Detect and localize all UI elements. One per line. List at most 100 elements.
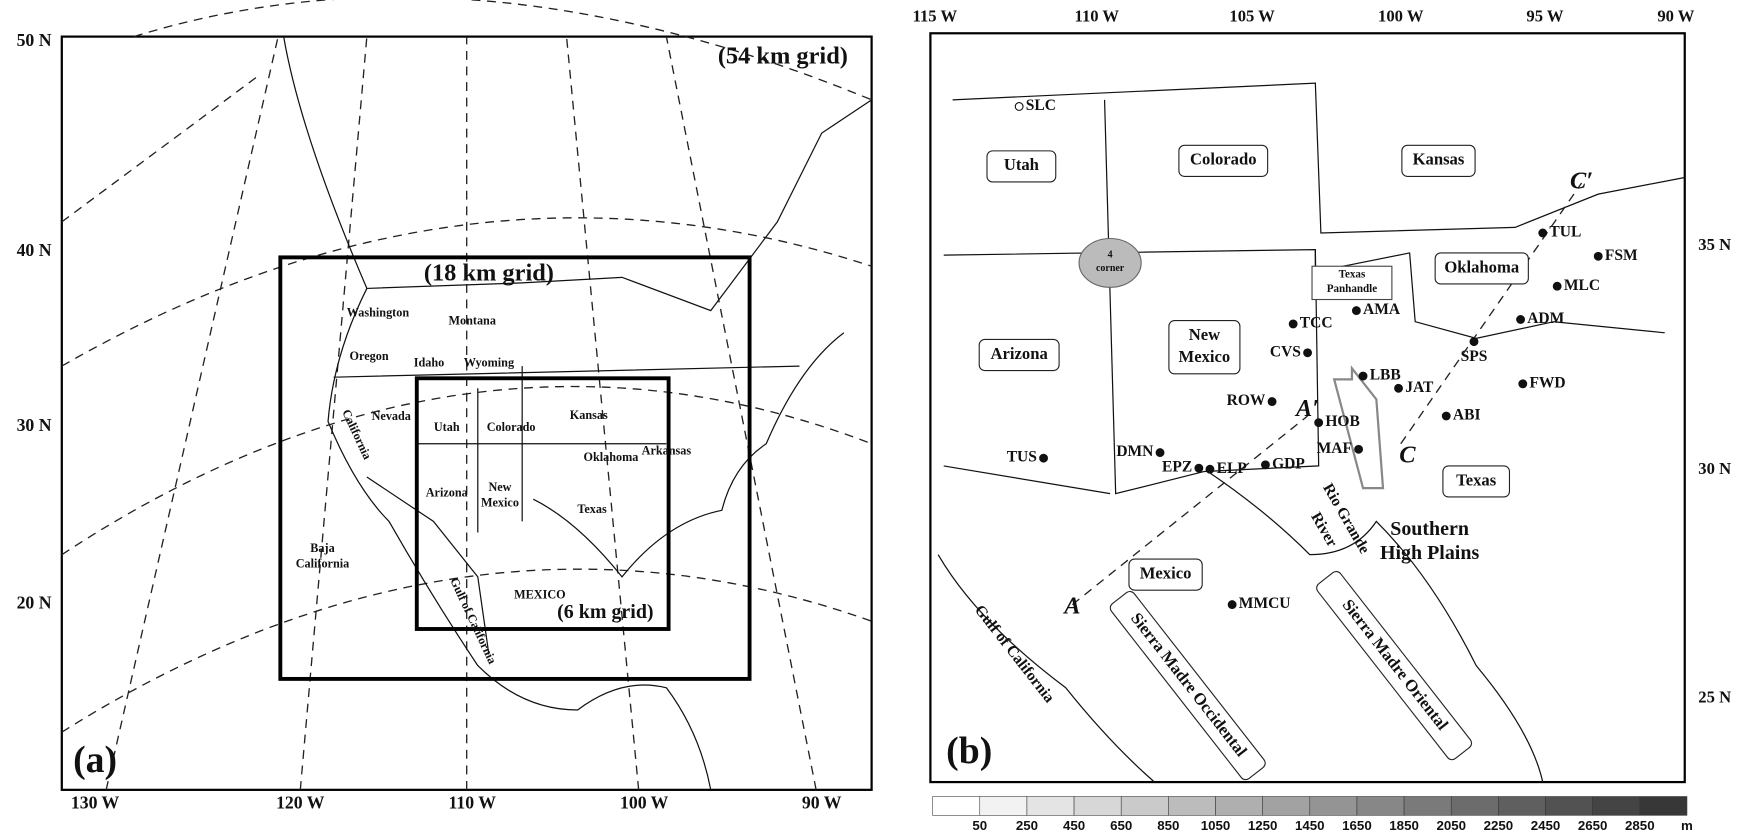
station-label: MAF	[1317, 440, 1352, 457]
station-label: FWD	[1529, 374, 1565, 391]
state-label: Utah	[1004, 155, 1039, 174]
colorbar-tick: 2050	[1436, 818, 1466, 832]
station-dot	[1552, 281, 1562, 291]
station-dot	[1267, 397, 1277, 407]
lon-label: 110 W	[449, 792, 497, 812]
colorbar-swatch	[1073, 796, 1122, 816]
colorbar-swatch	[1403, 796, 1452, 816]
place-label: New	[488, 480, 511, 494]
station-dot	[1518, 379, 1528, 389]
station-label: LBB	[1370, 367, 1401, 384]
place-label: Kansas	[570, 408, 608, 422]
grid-6km-box	[414, 376, 671, 631]
station-dot	[1288, 319, 1298, 329]
lat-label: 35 N	[1698, 235, 1731, 254]
lat-label: 40 N	[17, 240, 52, 260]
label-box	[1401, 144, 1476, 177]
lon-label: 105 W	[1229, 7, 1275, 26]
panhandle-label: Texas	[1339, 269, 1366, 281]
lon-label: 130 W	[71, 792, 120, 812]
place-label: California	[339, 407, 374, 461]
station-label: SLC	[1026, 97, 1056, 114]
station-label: MLC	[1564, 277, 1600, 294]
lon-label: 120 W	[276, 792, 325, 812]
panel-label: (a)	[73, 739, 117, 781]
station-dot	[1358, 371, 1368, 381]
station-label: TUL	[1549, 224, 1581, 241]
place-label: Washington	[347, 306, 410, 320]
label-box	[1316, 570, 1473, 761]
place-label: Arkansas	[642, 443, 692, 457]
lon-label: 100 W	[620, 792, 669, 812]
state-label: Texas	[1456, 470, 1497, 489]
place-label: Utah	[434, 420, 460, 434]
colorbar-swatch	[1120, 796, 1169, 816]
colorbar-tick: 1250	[1248, 818, 1278, 832]
cross-section-label: A′	[1294, 395, 1319, 422]
station-dot	[1394, 383, 1403, 393]
lat-label: 30 N	[1698, 459, 1731, 478]
colorbar-swatch	[1498, 796, 1546, 816]
state-label: Oklahoma	[1444, 257, 1520, 276]
station-label: ROW	[1227, 392, 1266, 409]
place-label: Gulf of California	[447, 575, 499, 666]
place-label: Wyoming	[464, 356, 514, 370]
four-corner-label: corner	[1096, 263, 1125, 274]
colorbar-swatch	[1309, 796, 1358, 816]
station-label: MMCU	[1239, 595, 1291, 612]
state-label: Mexico	[1140, 563, 1192, 582]
station-label: AMA	[1363, 301, 1401, 318]
colorbar-swatch	[1545, 796, 1593, 816]
label-box	[978, 338, 1060, 372]
place-label: Oregon	[350, 349, 389, 363]
place-label: Mexico	[481, 495, 519, 509]
station-label: EPZ	[1162, 459, 1192, 476]
place-label: Texas	[577, 502, 607, 516]
label-box	[1442, 465, 1511, 498]
lon-label: 90 W	[1657, 7, 1694, 26]
colorbar-swatch	[979, 796, 1028, 816]
place-label: Oklahoma	[583, 450, 638, 464]
colorbar-tick: 450	[1063, 818, 1085, 832]
panel-a-graticule	[61, 0, 872, 790]
colorbar-swatch	[1450, 796, 1499, 816]
state-label: Kansas	[1413, 150, 1465, 169]
place-label: MEXICO	[514, 588, 565, 602]
panel-b-frame	[929, 32, 1686, 784]
station-label: ELP	[1217, 460, 1248, 477]
four-corner-label: 4	[1108, 249, 1113, 260]
colorbar-swatch	[1592, 796, 1641, 816]
station-dot	[1303, 348, 1313, 358]
station-label: GDP	[1272, 455, 1305, 472]
label-box	[1311, 265, 1393, 301]
place-label: Nevada	[372, 409, 411, 423]
panel-a-coast	[283, 36, 872, 790]
colorbar-tick: 250	[1016, 818, 1038, 832]
lat-label: 50 N	[17, 30, 52, 50]
lon-label: 110 W	[1075, 7, 1120, 26]
colorbar-tick: 2850	[1625, 818, 1655, 832]
station-dot	[1227, 600, 1237, 610]
label-box	[1168, 320, 1241, 375]
state-label: Colorado	[1190, 150, 1257, 169]
label-box	[1178, 144, 1269, 177]
station-dot	[1351, 306, 1361, 316]
lon-label: 115 W	[913, 7, 958, 26]
station-dot	[1538, 228, 1548, 238]
colorbar-tick: 1450	[1295, 818, 1325, 832]
four-corner-marker	[1078, 237, 1142, 288]
label-box	[1109, 590, 1266, 781]
station-label: TCC	[1300, 314, 1333, 331]
lon-label: 95 W	[1526, 7, 1563, 26]
place-label: Baja	[310, 541, 334, 555]
station-label: CVS	[1270, 343, 1301, 360]
colorbar-tick: 850	[1157, 818, 1179, 832]
colorbar-tick: 2650	[1578, 818, 1608, 832]
colorbar-swatch	[1026, 796, 1075, 816]
colorbar-tick: 650	[1110, 818, 1132, 832]
colorbar-tick: 1650	[1342, 818, 1372, 832]
grid-18km-box	[278, 255, 752, 681]
region-label: Sierra Madre Occidental	[1127, 609, 1251, 760]
colorbar-swatch	[1262, 796, 1311, 816]
